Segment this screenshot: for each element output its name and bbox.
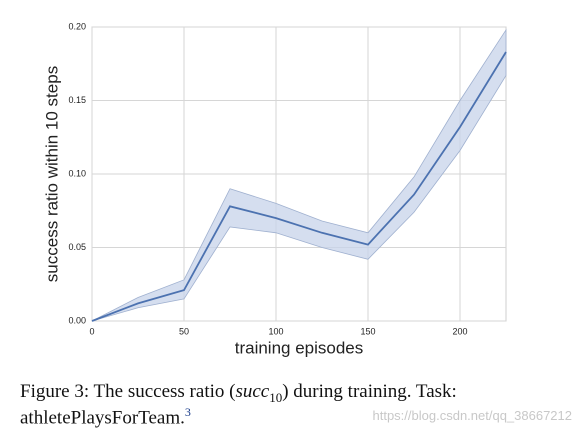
- x-tick-label: 200: [452, 326, 467, 336]
- y-tick-label: 0.10: [68, 168, 86, 178]
- caption-text: Figure 3: The success ratio (: [20, 381, 236, 402]
- y-tick-label: 0.20: [68, 21, 86, 31]
- caption-line-2: athletePlaysForTeam.3: [20, 405, 191, 429]
- chart: training episodes success ratio within 1…: [42, 21, 507, 357]
- line: [91, 51, 507, 322]
- x-tick-label: 100: [268, 326, 283, 336]
- caption-text: athletePlaysForTeam.: [20, 407, 185, 429]
- confidence-band: [91, 28, 507, 322]
- x-tick-label: 50: [179, 326, 189, 336]
- x-axis-label: training episodes: [235, 338, 364, 357]
- watermark: https://blog.csdn.net/qq_38667212: [372, 408, 573, 423]
- y-tick-label: 0.15: [68, 95, 86, 105]
- caption-math: succ: [235, 381, 270, 402]
- footnote-mark: 3: [184, 405, 191, 419]
- x-tick-label: 150: [360, 326, 375, 336]
- x-tick-label: 0: [89, 326, 94, 336]
- y-tick-label: 0.00: [68, 315, 86, 325]
- caption-text: ) during training. Task:: [282, 381, 457, 402]
- caption-line-1: Figure 3: The success ratio (succ10) dur…: [20, 381, 457, 406]
- y-axis-label: success ratio within 10 steps: [42, 66, 61, 282]
- caption-subscript: 10: [269, 389, 283, 405]
- y-tick-label: 0.05: [68, 242, 86, 252]
